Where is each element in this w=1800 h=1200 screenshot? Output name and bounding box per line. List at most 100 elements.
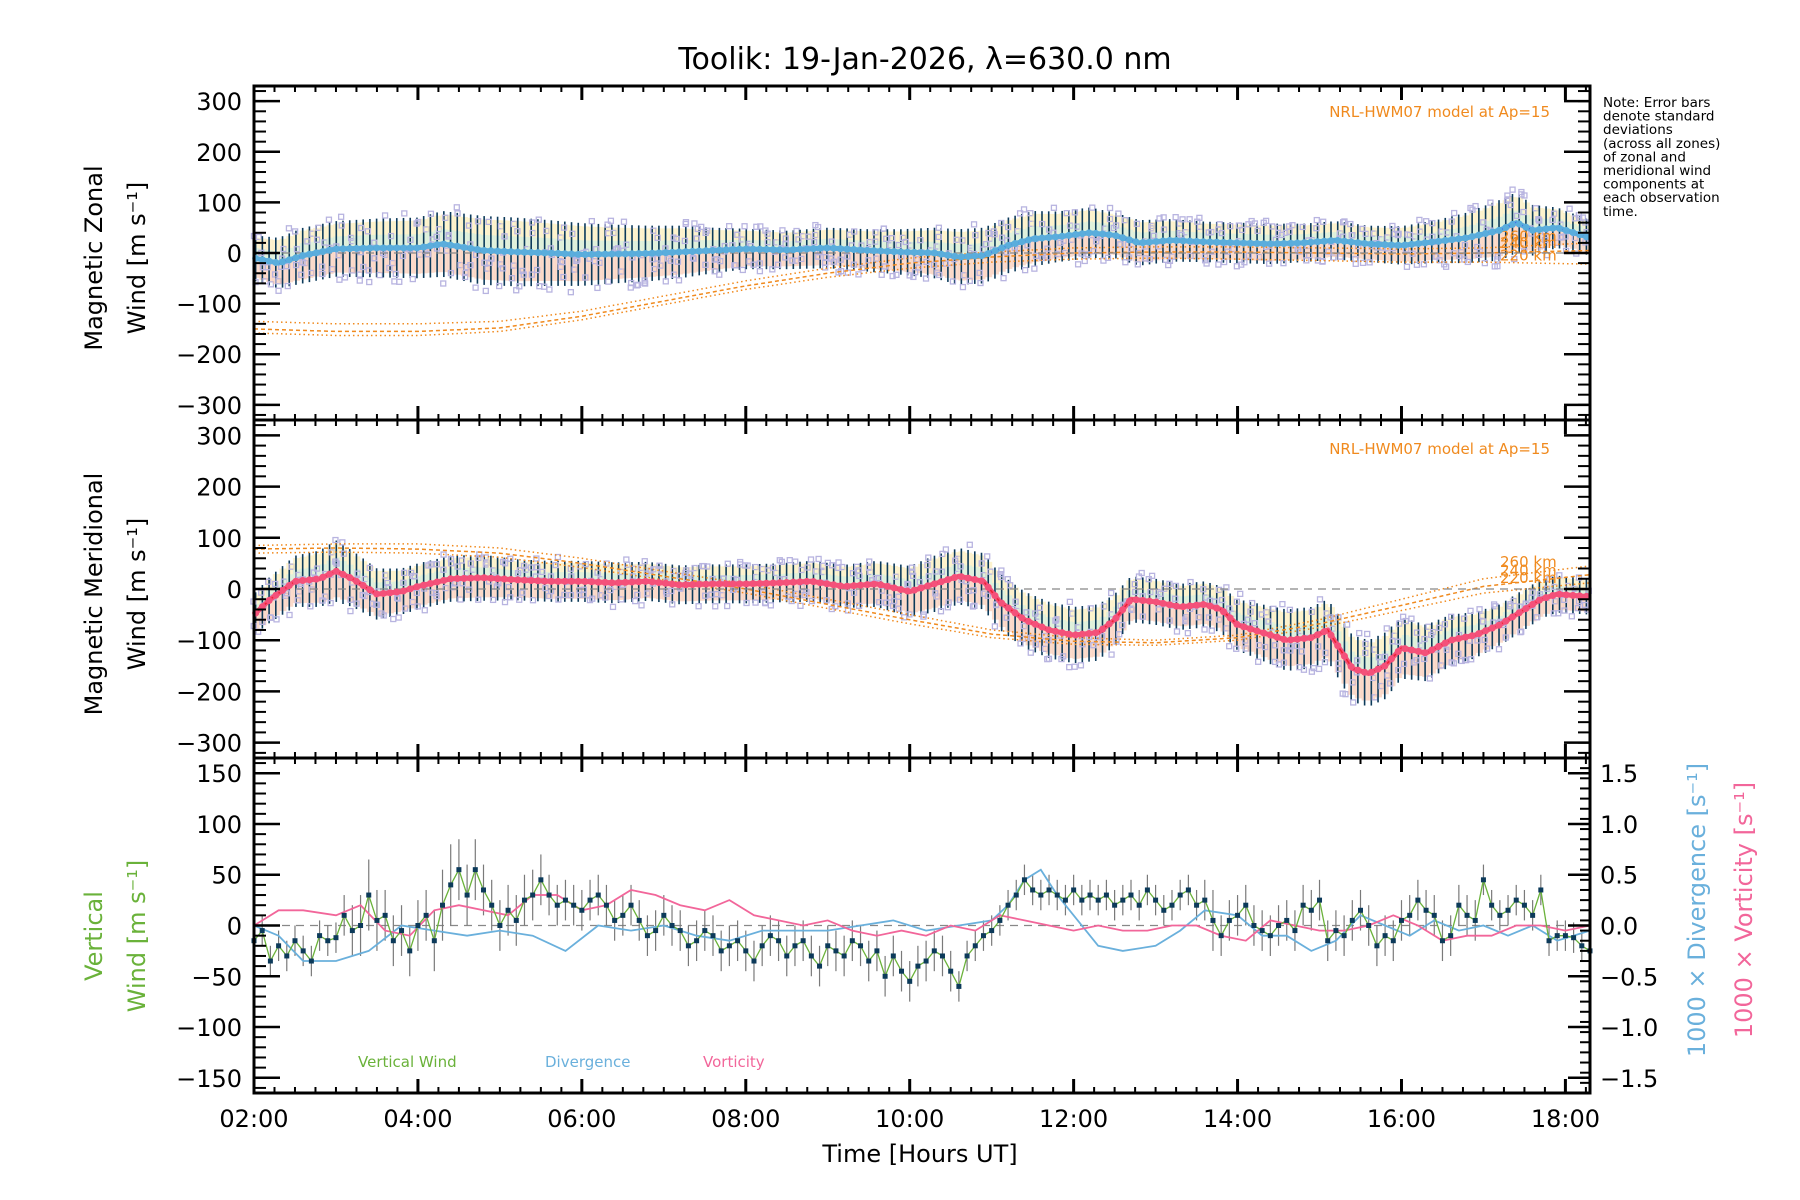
mean-point (1199, 601, 1207, 609)
mean-point (1535, 596, 1543, 604)
zone-point (654, 234, 661, 241)
vertical-wind-point (743, 948, 749, 954)
mean-point (1502, 223, 1510, 231)
mean-point (796, 578, 804, 586)
zone-point (835, 564, 842, 572)
zone-point (966, 277, 973, 285)
zone-point (1074, 261, 1082, 268)
vertical-wind-point (899, 968, 905, 974)
zone-point (1362, 640, 1369, 648)
zone-point (1316, 596, 1324, 603)
zone-point (837, 256, 844, 263)
zone-point (922, 275, 930, 282)
zone-point (915, 264, 923, 271)
zone-point (1575, 574, 1583, 581)
mean-point (1105, 231, 1113, 239)
zone-point (440, 280, 447, 287)
zone-point (1173, 628, 1181, 635)
zone-point (1266, 260, 1273, 267)
mean-point (1488, 624, 1496, 632)
zone-point (1020, 206, 1028, 213)
zone-point (609, 603, 617, 611)
mean-point (1495, 226, 1503, 234)
zone-point (485, 218, 492, 226)
vertical-wind-point (784, 953, 790, 959)
zone-point (501, 233, 508, 240)
mean-point (1287, 636, 1295, 644)
zone-point (1300, 666, 1308, 673)
vertical-wind-point (431, 938, 437, 944)
mean-point (1468, 233, 1476, 241)
mean-point (447, 241, 455, 249)
vertical-wind-point (948, 968, 954, 974)
vertical-wind-point (1013, 892, 1019, 898)
zone-point (1023, 609, 1030, 616)
mean-point (1260, 240, 1268, 248)
mean-point (1381, 241, 1389, 249)
vertical-wind-point (1144, 887, 1150, 893)
mean-point (514, 576, 522, 584)
vertical-wind-point (464, 892, 470, 898)
mean-point (890, 584, 898, 592)
mean-point (1381, 662, 1389, 670)
zone-point (909, 572, 917, 579)
mean-point (655, 249, 663, 257)
mean-point (312, 575, 320, 583)
zone-point (1131, 581, 1138, 588)
mean-point (1582, 233, 1590, 241)
zone-point (533, 266, 541, 274)
zone-point (1409, 250, 1416, 257)
mean-point (1206, 238, 1214, 246)
mean-point (1179, 237, 1187, 245)
mean-point (1098, 625, 1106, 633)
zone-point (433, 233, 440, 240)
zone-point (774, 261, 782, 268)
zone-point (1039, 220, 1046, 228)
zone-point (594, 284, 601, 292)
zone-point (567, 591, 575, 599)
mean-point (1582, 592, 1590, 600)
zone-point (1223, 584, 1230, 591)
mean-point (951, 252, 959, 260)
mean-point (359, 582, 367, 590)
x-tick-label: 16:00 (1367, 1105, 1436, 1133)
zone-point (1536, 217, 1543, 224)
zone-point (573, 257, 580, 265)
zone-point (1436, 257, 1443, 264)
mean-point (480, 247, 488, 255)
zone-point (1160, 214, 1167, 221)
mean-point (554, 577, 562, 585)
zone-point (292, 261, 300, 269)
y-tick-label: −200 (176, 678, 242, 706)
mean-point (373, 244, 381, 252)
zone-point (603, 560, 610, 567)
zone-point (1050, 204, 1058, 211)
vertical-wind-point (1030, 887, 1036, 893)
mean-point (1508, 613, 1516, 621)
mean-point (1374, 665, 1382, 673)
y2-tick-label: 1.5 (1600, 760, 1638, 788)
mean-point (1569, 591, 1577, 599)
mean-point (279, 586, 287, 594)
zone-point (1421, 655, 1428, 663)
zone-point (1339, 219, 1347, 226)
mean-point (440, 576, 448, 584)
vertical-wind-point (841, 953, 847, 959)
zone-point (1122, 259, 1129, 266)
vertical-wind-point (653, 928, 659, 934)
mean-point (897, 585, 905, 593)
zone-point (1187, 252, 1194, 260)
zone-point (822, 254, 829, 261)
vertical-wind-point (1210, 917, 1216, 923)
y-tick-label: −100 (176, 1014, 242, 1042)
mean-point (1246, 625, 1254, 633)
zone-point (828, 238, 836, 245)
mean-point (722, 580, 730, 588)
mean-point (1186, 237, 1194, 245)
vertical-wind-point (267, 958, 273, 964)
mean-point (534, 249, 542, 257)
zone-point (917, 236, 924, 244)
zone-point (726, 223, 733, 230)
zone-point (1511, 255, 1518, 263)
